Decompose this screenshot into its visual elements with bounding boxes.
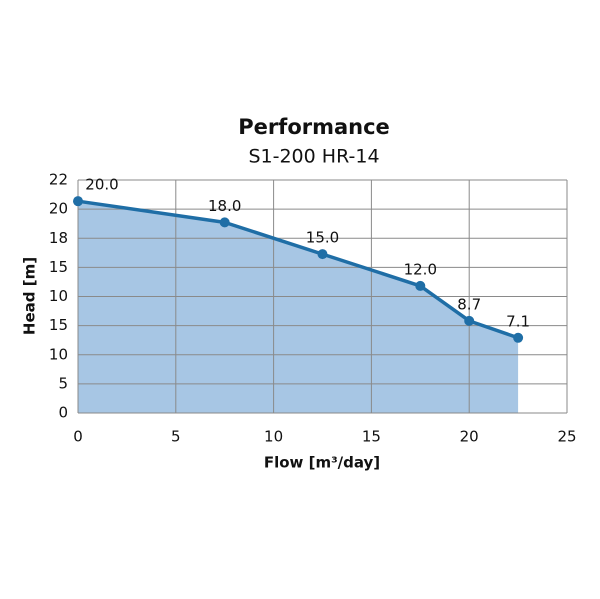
- y-tick-label: 0: [58, 404, 68, 422]
- x-tick-label: 10: [264, 428, 283, 446]
- data-label: 7.1: [506, 312, 530, 330]
- y-tick-label: 15: [49, 316, 68, 334]
- data-point: [415, 280, 426, 291]
- data-point: [219, 217, 230, 228]
- data-label: 12.0: [404, 260, 437, 278]
- x-tick-label: 5: [171, 428, 181, 446]
- y-tick-label: 5: [58, 374, 68, 392]
- y-tick-label: 15: [49, 258, 68, 276]
- y-tick-label: 10: [49, 345, 68, 363]
- y-tick-label: 22: [49, 171, 68, 189]
- data-label: 8.7: [457, 295, 481, 313]
- x-tick-label: 15: [362, 428, 381, 446]
- area: [78, 201, 519, 413]
- x-axis-label: Flow [m³/day]: [264, 454, 380, 472]
- line: [77, 199, 519, 340]
- y-tick-label: 18: [49, 229, 68, 247]
- data-point: [513, 332, 524, 343]
- data-label: 15.0: [306, 229, 339, 247]
- x-tick-label: 20: [460, 428, 479, 446]
- data-label: 18.0: [208, 197, 241, 215]
- data-label: 20.0: [85, 176, 118, 194]
- y-tick-label: 10: [49, 287, 68, 305]
- data-point: [464, 315, 475, 326]
- y-axis-label: Head [m]: [21, 257, 39, 335]
- chart-title: Performance: [238, 115, 390, 139]
- x-tick-label: 0: [73, 428, 83, 446]
- x-tick-label: 25: [557, 428, 576, 446]
- chart-subtitle: S1-200 HR-14: [248, 146, 379, 168]
- data-point: [317, 249, 328, 260]
- y-tick-label: 20: [49, 200, 68, 218]
- data-point: [73, 196, 83, 207]
